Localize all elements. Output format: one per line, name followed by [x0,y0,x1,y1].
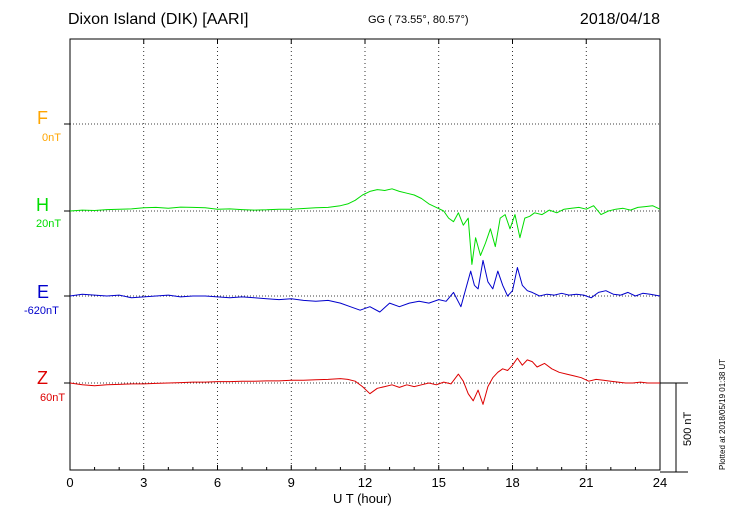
x-tick-label: 0 [66,475,73,490]
series-line-e [69,259,661,313]
x-tick-label: 12 [358,475,372,490]
baseline-label-h: 20nT [36,218,62,230]
x-tick-label: 21 [579,475,593,490]
x-tick-label: 6 [214,475,221,490]
series-name-z: Z [37,368,48,388]
scale-bar-label: 500 nT [682,411,694,446]
x-tick-label: 15 [432,475,446,490]
baselines [64,123,660,384]
baseline-label-e: -620nT [24,305,59,317]
grid-lines [143,39,587,470]
x-tick-label: 9 [288,475,295,490]
series-name-f: F [37,108,48,128]
x-axis-ticks: 0 3 6 9 12 15 18 21 24 [66,39,667,490]
x-axis-label: U T (hour) [333,491,392,506]
baseline-label-z: 60nT [40,392,66,404]
series-lines [69,188,661,405]
series-line-z [69,357,660,405]
series-name-e: E [37,282,50,302]
plotted-note: Plotted at 2018/05/19 01:38 UT [718,358,727,470]
x-tick-label: 18 [505,475,519,490]
coordinates: GG ( 73.55°, 80.57°) [368,14,469,26]
scale-bar [660,382,688,473]
station-title: Dixon Island (DIK) [AARI] [68,11,249,28]
series-line-h [69,188,661,265]
x-tick-label: 3 [140,475,147,490]
series-name-h: H [36,195,49,215]
x-tick-label: 24 [653,475,667,490]
date-label: 2018/04/18 [579,11,660,28]
baseline-label-f: 0nT [42,132,61,144]
